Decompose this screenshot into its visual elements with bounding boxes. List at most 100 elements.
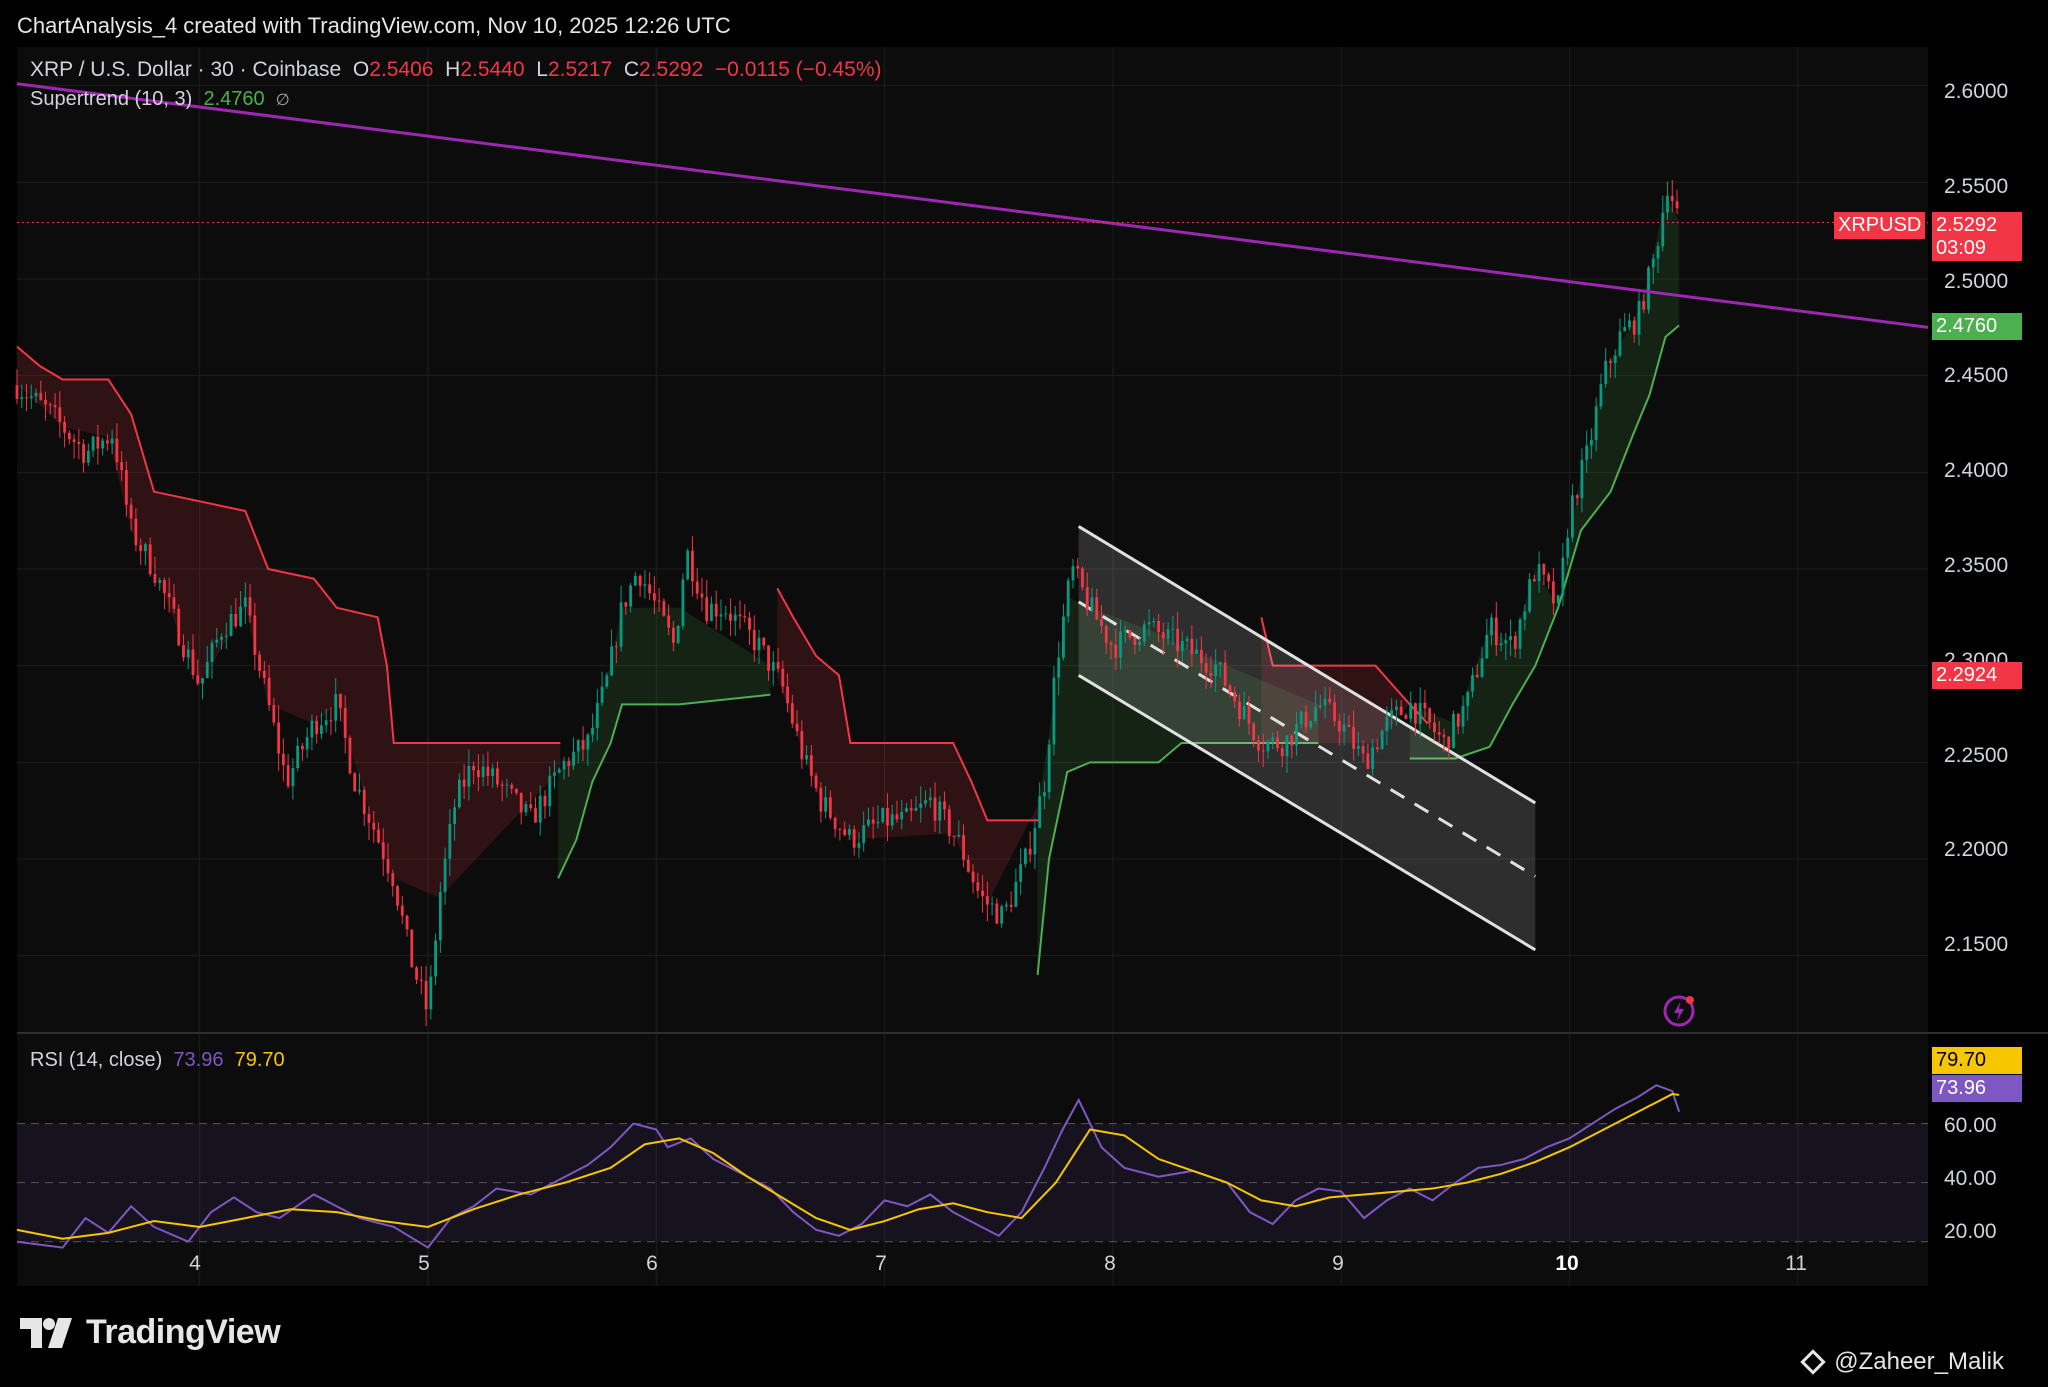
rsi-ma-line	[16, 1093, 1680, 1240]
price-tick: 2.1500	[1944, 933, 2009, 956]
candle-body	[224, 635, 228, 637]
candle-body	[58, 407, 62, 422]
close-value: 2.5292	[639, 58, 704, 81]
rsi-label[interactable]: RSI (14, close)	[30, 1049, 163, 1071]
low-value: 2.5217	[547, 58, 613, 81]
candle-body	[1637, 301, 1641, 335]
candle-body	[86, 450, 90, 463]
candle-body	[962, 834, 965, 860]
candle-body	[529, 804, 533, 809]
candle-body	[814, 775, 818, 789]
candle-body	[453, 807, 457, 824]
candle-body	[1570, 495, 1574, 538]
candle-body	[833, 817, 837, 830]
chart-header-title: ChartAnalysis_4 created with TradingView…	[17, 13, 731, 38]
candle-body	[557, 769, 561, 773]
candle-body	[614, 646, 618, 648]
candle-body	[966, 859, 970, 872]
candle-body	[900, 811, 904, 820]
candle-body	[1375, 747, 1379, 750]
candle-body	[543, 795, 547, 807]
candle-body	[348, 737, 352, 774]
time-tick: 5	[418, 1252, 430, 1275]
candle-body	[315, 720, 319, 735]
supertrend-up-line	[1036, 742, 1319, 976]
supertrend-label[interactable]: Supertrend (10, 3)	[30, 88, 193, 110]
candle-body	[496, 768, 499, 785]
candle-body	[1233, 692, 1237, 702]
candle-body	[1114, 644, 1118, 658]
candle-body	[1475, 674, 1479, 677]
candle-body	[1052, 677, 1056, 745]
candle-body	[648, 584, 652, 594]
supertrend-price-tag: 2.4760	[1932, 313, 2022, 340]
candle-body	[914, 807, 918, 811]
time-tick: 11	[1785, 1252, 1807, 1275]
time-tick: 10	[1555, 1252, 1579, 1275]
candle-body	[515, 788, 518, 793]
candle-body	[881, 808, 885, 822]
candle-body	[1047, 744, 1051, 793]
candle-body	[34, 392, 38, 397]
symbol-label[interactable]: XRP / U.S. Dollar · 30 · Coinbase	[30, 58, 342, 81]
candle-body	[800, 731, 804, 760]
time-tick: 7	[875, 1252, 887, 1275]
candle-body	[928, 797, 932, 801]
candle-body	[1242, 705, 1246, 720]
candle-body	[1628, 320, 1631, 328]
candle-body	[462, 779, 466, 787]
candle-body	[1366, 753, 1370, 770]
candle-body	[1623, 327, 1627, 332]
candle-body	[277, 722, 281, 754]
candle-body	[286, 765, 290, 787]
candle-body	[638, 575, 642, 586]
candle-body	[1257, 739, 1260, 751]
candle-body	[562, 760, 566, 770]
rsi-ma-tag: 79.70	[1932, 1047, 2022, 1074]
candle-body	[1666, 195, 1669, 213]
candle-body	[1609, 360, 1612, 363]
candle-body	[985, 896, 989, 905]
lightning-icon[interactable]	[1662, 994, 1695, 1027]
candle-body	[429, 976, 433, 1010]
candle-body	[1100, 619, 1103, 626]
tradingview-logo[interactable]: TradingView	[20, 1313, 281, 1352]
candle-body	[591, 727, 594, 735]
candle-body	[1133, 637, 1137, 646]
candle-body	[1238, 701, 1241, 720]
candle-body	[781, 668, 785, 687]
candle-body	[1276, 737, 1279, 749]
supertrend-up-fill	[558, 607, 771, 879]
open-label: O	[352, 58, 370, 81]
candle-body	[619, 602, 623, 647]
candle-body	[1271, 737, 1275, 742]
candle-body	[1223, 662, 1227, 686]
candle-body	[1371, 747, 1375, 770]
candle-body	[153, 573, 157, 583]
candle-body	[148, 544, 152, 574]
logo-text: TradingView	[86, 1313, 281, 1351]
candle-body	[867, 819, 870, 826]
candle-body	[1014, 881, 1018, 907]
rsi-tick: 60.00	[1944, 1114, 1997, 1137]
candle-body	[1414, 703, 1417, 724]
candle-body	[981, 890, 984, 897]
candle-body	[1147, 622, 1151, 625]
change-value: −0.0115 (−0.45%)	[714, 58, 882, 81]
ohlc-legend: XRP / U.S. Dollar · 30 · Coinbase O2.540…	[30, 58, 882, 82]
candle-body	[1342, 724, 1346, 732]
candle-body	[633, 575, 637, 586]
candle-body	[481, 766, 485, 778]
candle-body	[215, 639, 219, 643]
candle-body	[110, 438, 114, 444]
candle-body	[1347, 724, 1351, 728]
candle-body	[1157, 620, 1160, 633]
hide-icon[interactable]: ∅	[275, 92, 290, 109]
candle-body	[457, 779, 461, 808]
candle-body	[905, 808, 908, 812]
candle-body	[1009, 904, 1013, 907]
candle-body	[296, 745, 300, 769]
candle-body	[77, 442, 81, 444]
chart-panel[interactable]	[17, 47, 1928, 1286]
